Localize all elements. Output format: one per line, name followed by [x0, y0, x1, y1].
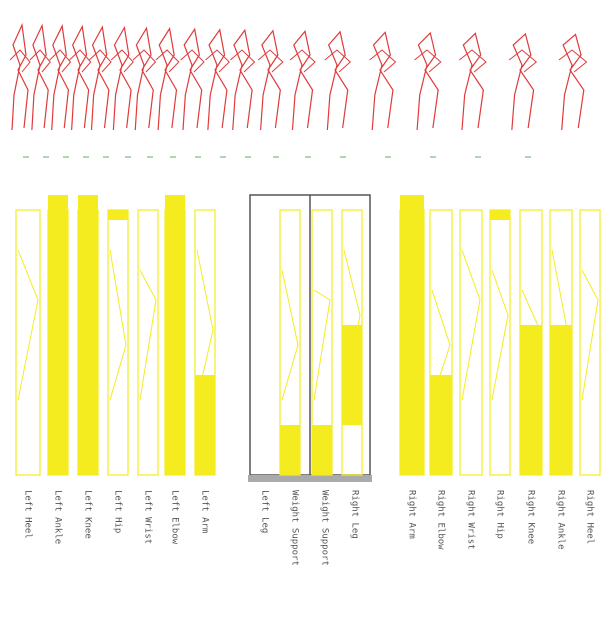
column-label: Right Ankle — [556, 490, 566, 550]
column-fill — [520, 325, 542, 475]
column-label: Right Leg — [350, 490, 360, 539]
column-label: Left Elbow — [170, 490, 180, 545]
middle-base — [248, 475, 372, 482]
column-label: Right Elbow — [436, 490, 446, 550]
column-label: Right Wrist — [466, 490, 476, 550]
column-fill — [312, 425, 332, 475]
column-fill — [195, 375, 215, 475]
column-fill — [165, 195, 185, 475]
column-fill — [342, 325, 362, 425]
column-label: Left Heel — [23, 490, 33, 539]
column-fill — [108, 210, 128, 220]
column-label: Right Hip — [495, 490, 505, 539]
column-label: Right Heel — [585, 490, 595, 544]
column-label: Weight Support — [320, 490, 330, 566]
column-label: Right Knee — [526, 490, 536, 544]
column-label: Left Arm — [200, 490, 210, 533]
column-label: Left Knee — [83, 490, 93, 539]
column-label: Left Wrist — [143, 490, 153, 544]
column-fill — [430, 375, 452, 475]
column-fill — [48, 195, 68, 475]
column-label: Right Arm — [407, 490, 417, 539]
column-label: Left Hip — [113, 490, 123, 533]
column-label: Weight Support — [290, 490, 300, 566]
column-fill — [490, 210, 510, 220]
column-label: Left Ankle — [53, 490, 63, 544]
column-label: Left Leg — [260, 490, 270, 533]
column-fill — [280, 425, 300, 475]
scene: Left Heel Left Ankle Left Knee Left Hip Left… — [0, 0, 610, 633]
